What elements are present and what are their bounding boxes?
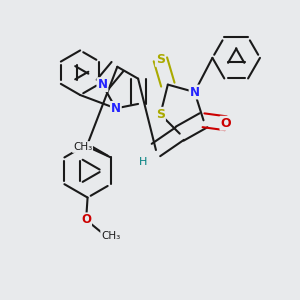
Text: O: O [220,117,231,130]
Text: CH₃: CH₃ [73,142,92,152]
Text: S: S [156,108,165,121]
Text: S: S [156,53,165,66]
Text: CH₃: CH₃ [101,231,120,241]
Text: N: N [111,102,121,115]
Text: N: N [98,78,107,91]
Text: O: O [81,213,91,226]
Text: N: N [190,85,200,98]
Text: H: H [139,157,148,167]
